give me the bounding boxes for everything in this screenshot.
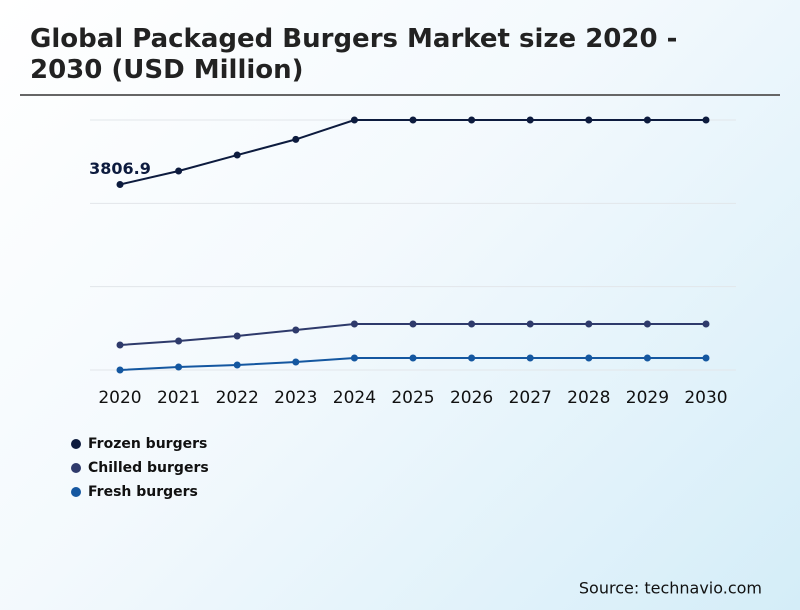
data-point bbox=[643, 354, 651, 362]
x-tick-label: 2023 bbox=[274, 388, 317, 408]
data-point bbox=[116, 341, 124, 349]
data-point bbox=[468, 354, 476, 362]
data-point bbox=[702, 116, 710, 124]
data-point bbox=[116, 366, 124, 374]
title-rule bbox=[20, 94, 780, 96]
x-tick-label: 2021 bbox=[157, 388, 200, 408]
data-point bbox=[350, 320, 358, 328]
data-point bbox=[702, 354, 710, 362]
source: Source: technavio.com bbox=[579, 579, 762, 598]
data-label: 3806.9 bbox=[89, 159, 151, 178]
legend-label: Frozen burgers bbox=[88, 436, 207, 452]
data-point bbox=[116, 180, 124, 188]
data-point bbox=[175, 363, 183, 371]
data-point bbox=[409, 320, 417, 328]
chart-title: Global Packaged Burgers Market size 2020… bbox=[30, 24, 678, 85]
x-tick-label: 2026 bbox=[450, 388, 493, 408]
x-tick-label: 2030 bbox=[684, 388, 727, 408]
data-point bbox=[409, 354, 417, 362]
data-point bbox=[350, 354, 358, 362]
legend-marker bbox=[71, 439, 81, 449]
data-point bbox=[585, 116, 593, 124]
x-tick-label: 2025 bbox=[391, 388, 434, 408]
x-tick-label: 2027 bbox=[509, 388, 552, 408]
data-point bbox=[350, 116, 358, 124]
data-point bbox=[175, 167, 183, 175]
series-line bbox=[119, 119, 706, 186]
x-tick-label: 2028 bbox=[567, 388, 610, 408]
data-point bbox=[526, 354, 534, 362]
x-tick-label: 2029 bbox=[626, 388, 669, 408]
data-point bbox=[643, 116, 651, 124]
data-point bbox=[233, 151, 241, 159]
legend-label: Fresh burgers bbox=[88, 484, 198, 500]
x-tick-label: 2020 bbox=[98, 388, 141, 408]
x-tick-label: 2024 bbox=[333, 388, 376, 408]
data-point bbox=[585, 320, 593, 328]
data-point bbox=[292, 135, 300, 143]
data-point bbox=[526, 116, 534, 124]
data-point bbox=[175, 337, 183, 345]
data-point bbox=[409, 116, 417, 124]
data-point bbox=[585, 354, 593, 362]
data-point bbox=[468, 116, 476, 124]
legend-label: Chilled burgers bbox=[88, 460, 209, 476]
data-point bbox=[643, 320, 651, 328]
x-tick-label: 2022 bbox=[216, 388, 259, 408]
data-point bbox=[526, 320, 534, 328]
data-point bbox=[292, 326, 300, 334]
data-point bbox=[233, 332, 241, 340]
legend-marker bbox=[71, 463, 81, 473]
legend-marker bbox=[71, 487, 81, 497]
data-point bbox=[233, 361, 241, 369]
data-point bbox=[292, 358, 300, 366]
data-point bbox=[468, 320, 476, 328]
data-point bbox=[702, 320, 710, 328]
